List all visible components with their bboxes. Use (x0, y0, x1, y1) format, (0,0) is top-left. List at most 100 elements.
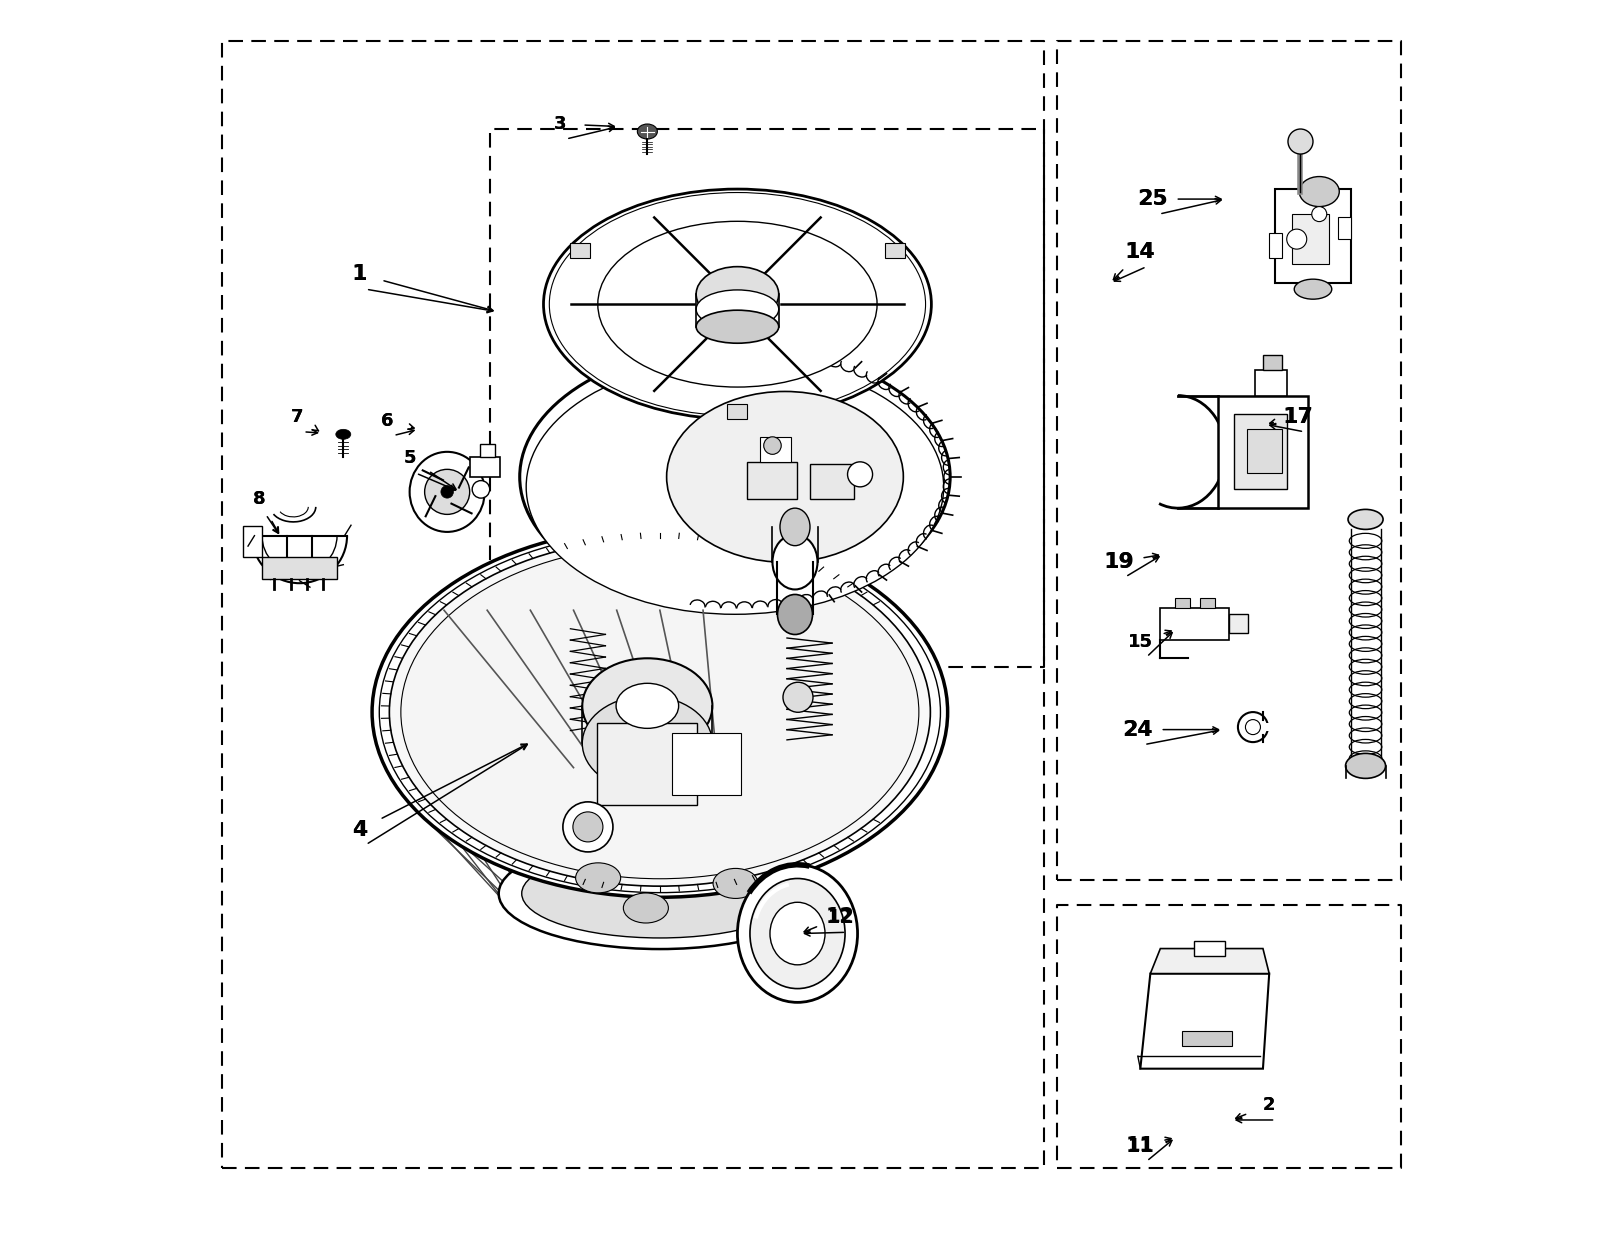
Bar (672, 732, 741, 795)
Text: 6: 6 (381, 411, 394, 430)
Text: 5: 5 (403, 449, 416, 466)
Ellipse shape (499, 838, 821, 949)
Text: 17: 17 (1283, 406, 1314, 426)
Circle shape (1312, 207, 1326, 222)
Bar (1264, 724, 1277, 731)
Bar (1229, 614, 1248, 633)
Text: 11: 11 (1128, 1137, 1154, 1155)
Ellipse shape (773, 534, 818, 589)
Ellipse shape (336, 429, 350, 439)
Ellipse shape (582, 696, 712, 791)
Ellipse shape (714, 869, 758, 898)
Text: 2: 2 (1262, 1096, 1275, 1114)
Polygon shape (1150, 948, 1269, 973)
Ellipse shape (696, 267, 779, 322)
Bar (1218, 395, 1307, 508)
Circle shape (472, 480, 490, 498)
Text: 8: 8 (253, 490, 266, 508)
Circle shape (1286, 229, 1307, 250)
Bar (570, 243, 590, 258)
Ellipse shape (624, 893, 669, 923)
Circle shape (1288, 129, 1314, 154)
Text: 25: 25 (1138, 189, 1168, 209)
Circle shape (1245, 720, 1261, 735)
Text: 8: 8 (253, 490, 266, 508)
Text: 1: 1 (352, 265, 368, 285)
Text: 1: 1 (352, 265, 366, 285)
Bar (1291, 214, 1330, 265)
Bar (885, 243, 904, 258)
Ellipse shape (1299, 177, 1339, 207)
Text: 15: 15 (1128, 633, 1154, 651)
Text: 4: 4 (352, 820, 368, 840)
Circle shape (763, 436, 781, 454)
Bar (1262, 355, 1282, 370)
Ellipse shape (544, 189, 931, 419)
Text: 7: 7 (291, 408, 304, 426)
Text: 6: 6 (381, 411, 394, 430)
Ellipse shape (1349, 509, 1382, 529)
Text: 7: 7 (291, 408, 304, 426)
Bar (1194, 940, 1226, 956)
Ellipse shape (667, 391, 904, 562)
Ellipse shape (576, 863, 621, 893)
Ellipse shape (779, 508, 810, 545)
Text: 24: 24 (1123, 720, 1152, 740)
Ellipse shape (770, 903, 826, 964)
Ellipse shape (616, 683, 678, 729)
Bar (760, 436, 792, 461)
Circle shape (1238, 712, 1267, 742)
Bar (1182, 1031, 1232, 1046)
Bar (1338, 217, 1350, 240)
Ellipse shape (696, 310, 779, 344)
Ellipse shape (373, 527, 947, 898)
Polygon shape (1141, 973, 1269, 1068)
Text: 12: 12 (826, 908, 854, 927)
Text: 25: 25 (1138, 189, 1168, 209)
Bar (597, 724, 698, 805)
Bar (1176, 598, 1190, 608)
Bar (1200, 598, 1216, 608)
Ellipse shape (379, 532, 941, 893)
Bar (1246, 429, 1282, 473)
Ellipse shape (582, 658, 712, 754)
Circle shape (782, 682, 813, 712)
Ellipse shape (1346, 754, 1386, 779)
Bar (470, 456, 499, 477)
Text: 12: 12 (827, 908, 853, 927)
Ellipse shape (738, 865, 858, 1002)
Ellipse shape (526, 360, 944, 614)
Circle shape (848, 461, 872, 487)
Text: 15: 15 (1128, 633, 1154, 651)
Text: 3: 3 (554, 115, 566, 133)
Ellipse shape (696, 290, 779, 329)
Ellipse shape (522, 849, 798, 938)
Ellipse shape (402, 545, 918, 879)
Ellipse shape (424, 469, 470, 514)
Bar (728, 404, 747, 419)
Bar (1269, 233, 1282, 258)
Bar (1234, 414, 1286, 489)
Text: 14: 14 (1126, 242, 1155, 262)
Circle shape (442, 485, 453, 498)
Circle shape (573, 811, 603, 841)
Bar (747, 461, 797, 499)
Text: 11: 11 (1126, 1136, 1155, 1156)
Bar (262, 557, 338, 579)
Text: 5: 5 (403, 449, 416, 466)
Bar (810, 464, 854, 499)
Text: 14: 14 (1125, 242, 1155, 262)
Ellipse shape (598, 221, 877, 387)
Bar (1160, 608, 1229, 640)
Bar (1256, 370, 1286, 395)
Ellipse shape (637, 124, 658, 139)
Ellipse shape (389, 538, 930, 887)
Text: 2: 2 (1262, 1096, 1275, 1114)
Ellipse shape (410, 451, 485, 532)
Text: 19: 19 (1104, 552, 1134, 572)
Ellipse shape (778, 594, 813, 635)
Ellipse shape (520, 345, 950, 608)
Bar (243, 525, 262, 557)
Text: 4: 4 (352, 820, 366, 840)
Circle shape (563, 801, 613, 851)
